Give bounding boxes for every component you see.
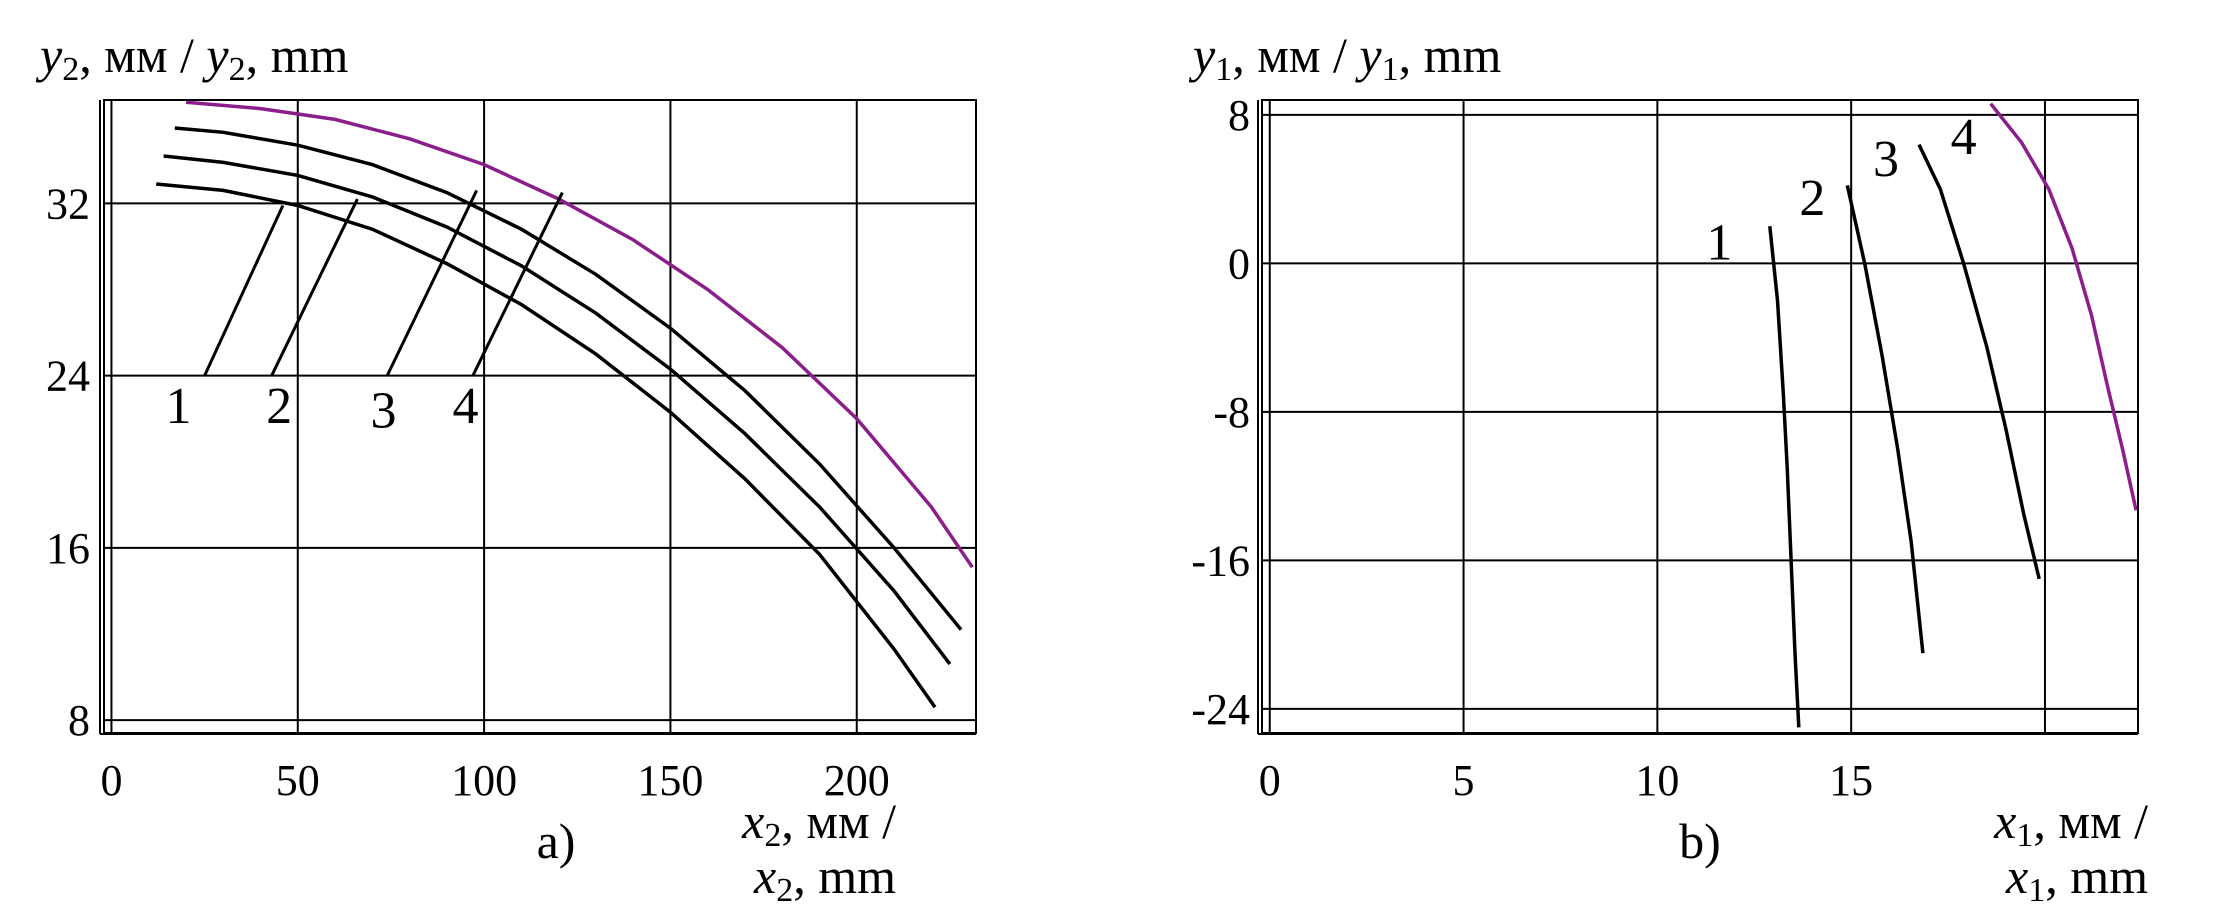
y-tick-label: -8 xyxy=(1213,388,1250,437)
leader-line-4 xyxy=(471,191,564,377)
leader-line-2 xyxy=(270,198,359,377)
y-axis-title-var: y xyxy=(1188,27,1216,83)
y-axis-title-sub: 2 xyxy=(62,51,79,88)
y-axis-title-var2: y xyxy=(1354,27,1382,83)
series-line-4 xyxy=(185,100,974,569)
x-axis-title-line1: x1, мм / xyxy=(1993,793,2148,854)
x-tick-label: 0 xyxy=(1259,756,1281,805)
y-axis-title-sub2: 1 xyxy=(1382,51,1399,88)
x-tick-label: 100 xyxy=(451,756,517,805)
curve-label-1: 1 xyxy=(166,378,192,435)
y-axis-title-rest: , мм / xyxy=(1232,27,1359,83)
curve-label-2: 2 xyxy=(1799,170,1825,227)
x-axis-title-line1-var: x xyxy=(741,793,764,849)
x-axis-title-line1-rest: , мм / xyxy=(781,793,896,849)
x-tick-label: 5 xyxy=(1453,756,1475,805)
y-tick-label: 32 xyxy=(46,179,90,228)
x-tick-label: 10 xyxy=(1635,756,1679,805)
y-axis-title-rest: , мм / xyxy=(79,27,206,83)
series-line-3 xyxy=(174,126,963,631)
x-axis-title-line2-rest: , mm xyxy=(2045,848,2148,904)
x-tick-label: 50 xyxy=(276,756,320,805)
y-tick-label: 24 xyxy=(46,352,90,401)
y-tick-label: 16 xyxy=(46,524,90,573)
y-tick-label: -24 xyxy=(1191,685,1250,734)
x-axis-title-line2-rest: , mm xyxy=(793,848,896,904)
series-line-3 xyxy=(1917,143,2041,580)
x-tick-label: 0 xyxy=(100,756,122,805)
y-tick-label: 0 xyxy=(1228,239,1250,288)
x-axis-title-line2-sub: 1 xyxy=(2028,872,2045,909)
y-axis-title: y2, мм / y2, mm xyxy=(35,27,348,88)
x-tick-label: 15 xyxy=(1829,756,1873,805)
leader-line-1 xyxy=(203,204,285,377)
curve-label-1: 1 xyxy=(1706,215,1732,272)
y-axis-title-rest2: , mm xyxy=(1399,27,1502,83)
y-tick-label: 8 xyxy=(68,696,90,745)
curve-label-2: 2 xyxy=(266,378,292,435)
series-line-1 xyxy=(156,182,937,709)
curve-label-3: 3 xyxy=(370,382,396,439)
y-tick-label: -16 xyxy=(1191,536,1250,585)
x-axis-title-line1-rest: , мм / xyxy=(2033,793,2148,849)
x-tick-label: 150 xyxy=(637,756,703,805)
series-line-2 xyxy=(163,154,952,666)
series-line-4 xyxy=(1989,102,2138,511)
y-axis-title-sub2: 2 xyxy=(229,51,246,88)
leader-line-3 xyxy=(385,189,479,377)
x-axis-title-line2: x1, mm xyxy=(2005,848,2148,909)
y-axis-title-rest2: , mm xyxy=(246,27,349,83)
x-axis-title-line1-var: x xyxy=(1993,793,2016,849)
series-line-2 xyxy=(1845,185,1925,654)
curve-label-4: 4 xyxy=(1951,109,1977,166)
curve-label-3: 3 xyxy=(1873,131,1899,188)
plot-frame xyxy=(1261,99,2139,734)
x-axis-title-line2-var: x xyxy=(2005,848,2028,904)
x-axis-title-line1-sub: 1 xyxy=(2016,817,2033,854)
x-axis-title-line2-sub: 2 xyxy=(776,872,793,909)
y-axis-title-sub: 1 xyxy=(1215,51,1232,88)
y-tick-label: 8 xyxy=(1228,91,1250,140)
plot-frame xyxy=(103,99,977,734)
x-axis-title-line1-sub: 2 xyxy=(764,817,781,854)
x-axis-title-line1: x2, мм / xyxy=(741,793,896,854)
x-axis-title-line2-var: x xyxy=(753,848,776,904)
x-axis-title-line2: x2, mm xyxy=(753,848,896,909)
series-line-1 xyxy=(1768,226,1801,728)
curve-label-4: 4 xyxy=(452,378,478,435)
y-axis-title-var2: y xyxy=(201,27,229,83)
panel-label: a) xyxy=(537,813,576,869)
y-axis-title: y1, мм / y1, mm xyxy=(1188,27,1501,88)
x-tick-label: 200 xyxy=(824,756,890,805)
panel-label: b) xyxy=(1679,813,1721,869)
y-axis-title-var: y xyxy=(35,27,63,83)
